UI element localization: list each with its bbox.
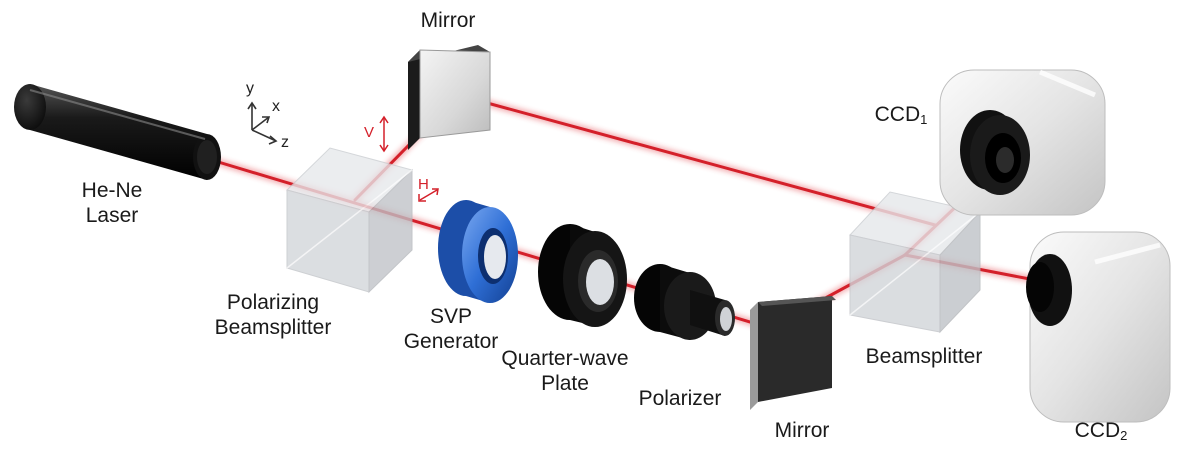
label-polarizer: Polarizer — [638, 387, 722, 410]
ccd1-camera — [939, 69, 1106, 216]
label-mirror-top: Mirror — [420, 9, 476, 32]
beamsplitter — [849, 191, 981, 334]
label-quarter-wave-plate: Quarter-wave Plate — [501, 347, 629, 395]
mirror-top — [408, 45, 491, 150]
vertical-polarization-arrow — [379, 115, 389, 153]
label-mirror-bottom: Mirror — [774, 419, 830, 442]
beam-top-mirror-to-bs — [456, 93, 937, 227]
horizontal-polarization-arrow — [418, 188, 439, 202]
he-ne-laser — [14, 84, 221, 180]
axis-indicator — [247, 101, 278, 145]
label-polarizing-beamsplitter: Polarizing Beamsplitter — [214, 291, 332, 339]
quarter-wave-plate — [538, 224, 627, 327]
polarization-v-label: V — [364, 124, 375, 141]
axis-z-label: z — [281, 134, 289, 151]
label-he-ne-laser: He-Ne Laser — [81, 179, 143, 227]
label-ccd2: CCD2 — [1074, 419, 1128, 443]
label-svp-generator: SVP Generator — [403, 305, 499, 353]
axis-x-label: x — [272, 98, 280, 115]
ccd2-camera — [1026, 231, 1171, 423]
label-beamsplitter: Beamsplitter — [865, 345, 983, 368]
mirror-bottom — [750, 296, 836, 410]
polarizing-beamsplitter — [286, 147, 413, 294]
label-ccd1: CCD1 — [874, 103, 928, 127]
polarization-h-label: H — [418, 176, 429, 193]
axis-y-label: y — [246, 80, 254, 97]
svp-generator — [438, 200, 518, 303]
polarizer — [634, 264, 735, 340]
